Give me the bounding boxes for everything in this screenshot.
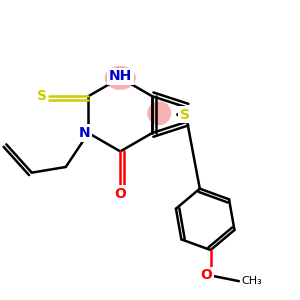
Ellipse shape bbox=[105, 66, 136, 90]
Text: S: S bbox=[37, 89, 47, 103]
Text: N: N bbox=[78, 126, 90, 140]
Text: NH: NH bbox=[109, 69, 132, 83]
Text: O: O bbox=[200, 268, 212, 283]
Text: CH₃: CH₃ bbox=[242, 276, 262, 286]
Ellipse shape bbox=[147, 101, 171, 125]
Text: S: S bbox=[179, 108, 190, 122]
Text: O: O bbox=[114, 187, 126, 201]
